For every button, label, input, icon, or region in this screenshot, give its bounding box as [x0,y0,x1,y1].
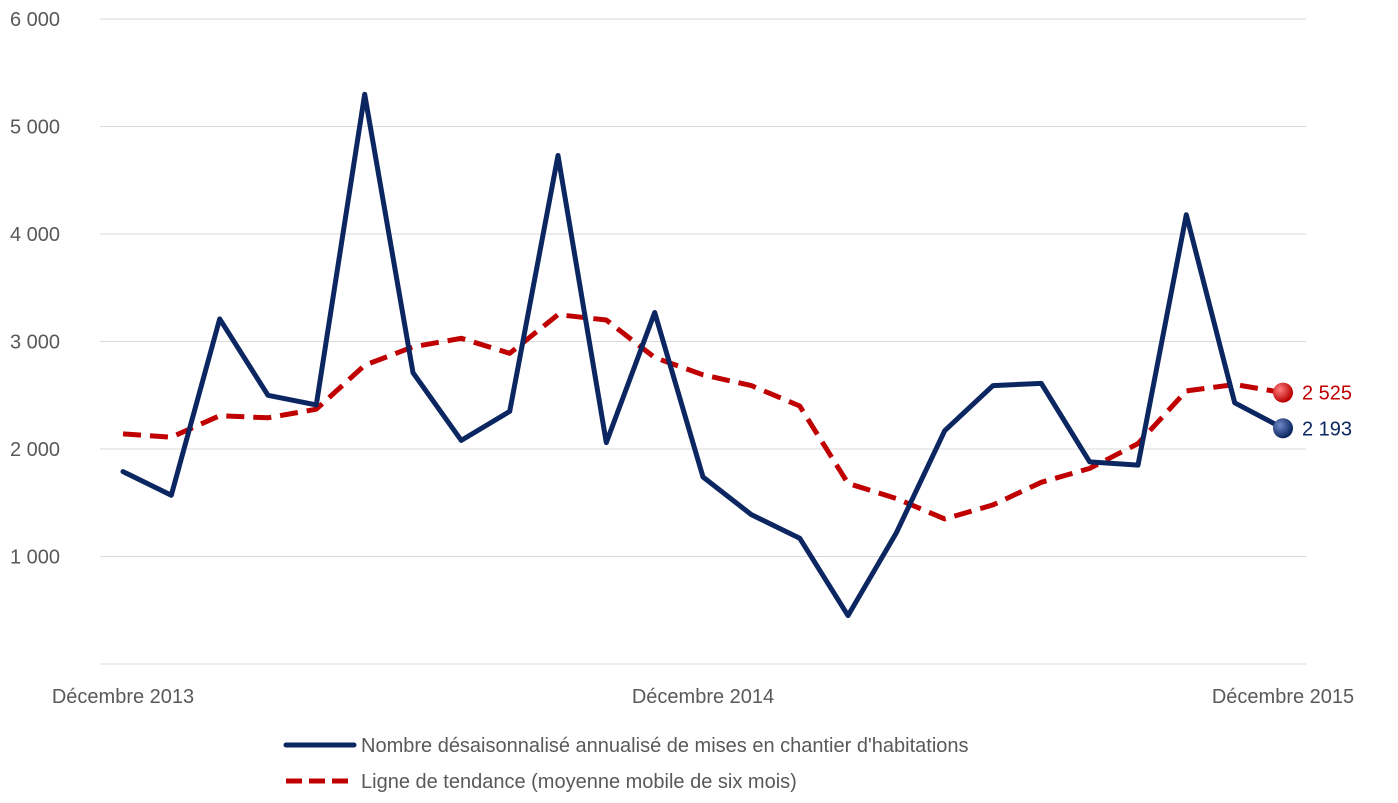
housing-starts-end-label: 2 193 [1302,418,1352,440]
end-markers: 2 193 2 525 [1273,382,1352,440]
y-tick-label: 4 000 [10,224,60,246]
y-tick-label: 5 000 [10,117,60,139]
legend-label-trend: Ligne de tendance (moyenne mobile de six… [361,771,797,793]
x-tick-label: Décembre 2013 [52,686,194,708]
trend-line-series [122,312,1284,522]
legend: Nombre désaisonnalisé annualisé de mises… [283,735,969,793]
legend-label-housing-starts: Nombre désaisonnalisé annualisé de mises… [361,735,969,757]
axes: 1 000 2 000 3 000 4 000 5 000 6 000 Décembre 2… [10,9,1354,708]
y-tick-label: 6 000 [10,9,60,31]
x-tick-label: Décembre 2015 [1212,686,1354,708]
y-tick-label: 1 000 [10,547,60,569]
y-tick-label: 2 000 [10,439,60,461]
trend-end-label: 2 525 [1302,383,1352,405]
y-tick-label: 3 000 [10,332,60,354]
series-lines [120,91,1286,619]
gridlines [100,18,1306,557]
trend-end-marker [1273,382,1293,403]
housing-starts-series [120,91,1286,619]
housing-starts-end-marker [1273,418,1293,439]
x-tick-label: Décembre 2014 [632,686,774,708]
